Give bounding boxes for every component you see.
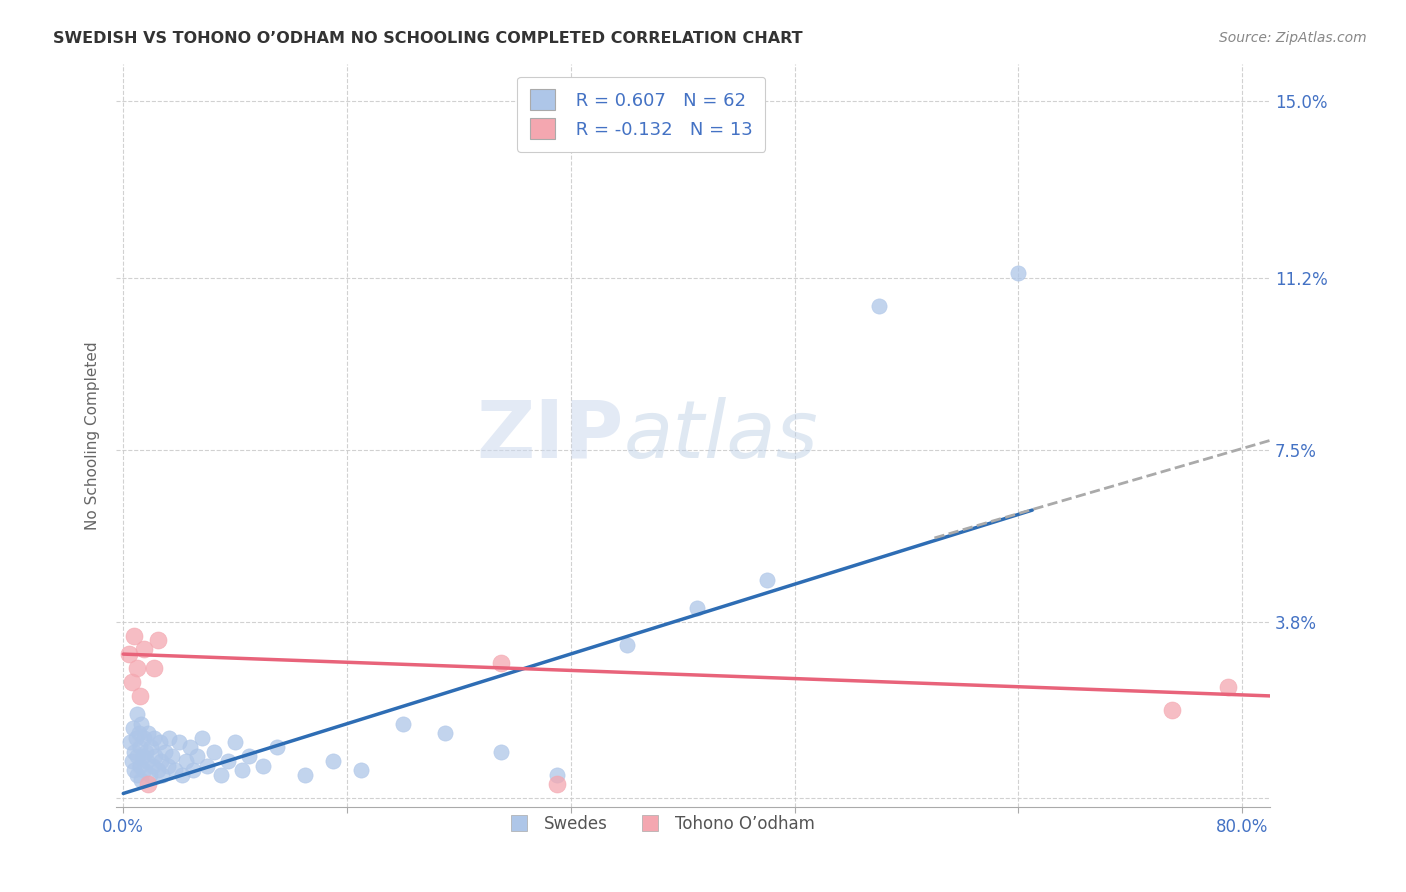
Point bbox=[143, 731, 166, 745]
Point bbox=[224, 735, 246, 749]
Point bbox=[252, 758, 274, 772]
Point bbox=[294, 768, 316, 782]
Point bbox=[120, 735, 142, 749]
Point bbox=[209, 768, 232, 782]
Point bbox=[170, 768, 193, 782]
Point bbox=[231, 764, 253, 778]
Point bbox=[686, 600, 709, 615]
Point bbox=[174, 754, 197, 768]
Point bbox=[433, 726, 456, 740]
Point bbox=[148, 764, 170, 778]
Point bbox=[1218, 680, 1240, 694]
Point bbox=[157, 731, 180, 745]
Point bbox=[129, 689, 152, 703]
Point bbox=[202, 745, 225, 759]
Point bbox=[195, 758, 218, 772]
Point bbox=[186, 749, 208, 764]
Text: ZIP: ZIP bbox=[477, 397, 624, 475]
Point bbox=[150, 754, 173, 768]
Point bbox=[148, 633, 170, 648]
Point bbox=[127, 749, 149, 764]
Point bbox=[157, 758, 180, 772]
Point bbox=[163, 764, 186, 778]
Point bbox=[128, 726, 150, 740]
Point bbox=[122, 722, 145, 736]
Text: Source: ZipAtlas.com: Source: ZipAtlas.com bbox=[1219, 31, 1367, 45]
Point bbox=[546, 777, 568, 791]
Point bbox=[139, 768, 162, 782]
Point bbox=[138, 777, 160, 791]
Point bbox=[131, 716, 153, 731]
Point bbox=[489, 657, 512, 671]
Point bbox=[266, 739, 288, 754]
Point bbox=[129, 758, 152, 772]
Point bbox=[134, 642, 156, 657]
Point bbox=[167, 735, 190, 749]
Point bbox=[190, 731, 212, 745]
Point bbox=[127, 661, 149, 675]
Point bbox=[145, 749, 167, 764]
Point bbox=[546, 768, 568, 782]
Legend: Swedes, Tohono O’odham: Swedes, Tohono O’odham bbox=[496, 809, 821, 840]
Point bbox=[392, 716, 415, 731]
Point bbox=[129, 739, 152, 754]
Point bbox=[132, 749, 155, 764]
Point bbox=[131, 772, 153, 787]
Point bbox=[155, 745, 177, 759]
Y-axis label: No Schooling Completed: No Schooling Completed bbox=[86, 342, 100, 530]
Point bbox=[181, 764, 204, 778]
Point bbox=[125, 731, 148, 745]
Point bbox=[152, 768, 174, 782]
Text: atlas: atlas bbox=[624, 397, 818, 475]
Point bbox=[489, 745, 512, 759]
Point bbox=[350, 764, 373, 778]
Point bbox=[142, 758, 165, 772]
Text: SWEDISH VS TOHONO O’ODHAM NO SCHOOLING COMPLETED CORRELATION CHART: SWEDISH VS TOHONO O’ODHAM NO SCHOOLING C… bbox=[53, 31, 803, 46]
Point bbox=[134, 731, 156, 745]
Point bbox=[124, 764, 146, 778]
Point bbox=[138, 726, 160, 740]
Point bbox=[149, 735, 172, 749]
Point bbox=[121, 675, 143, 690]
Point bbox=[127, 707, 149, 722]
Point bbox=[135, 745, 157, 759]
Point bbox=[141, 739, 163, 754]
Point bbox=[322, 754, 344, 768]
Point bbox=[127, 768, 149, 782]
Point bbox=[179, 739, 201, 754]
Point bbox=[121, 754, 143, 768]
Point bbox=[217, 754, 239, 768]
Point bbox=[143, 661, 166, 675]
Point bbox=[160, 749, 183, 764]
Point bbox=[755, 573, 778, 587]
Point bbox=[238, 749, 260, 764]
Point bbox=[136, 754, 159, 768]
Point bbox=[1161, 703, 1184, 717]
Point bbox=[868, 299, 890, 313]
Point bbox=[118, 647, 141, 661]
Point bbox=[134, 764, 156, 778]
Point bbox=[124, 628, 146, 642]
Point bbox=[124, 745, 146, 759]
Point bbox=[1007, 266, 1029, 280]
Point bbox=[616, 638, 638, 652]
